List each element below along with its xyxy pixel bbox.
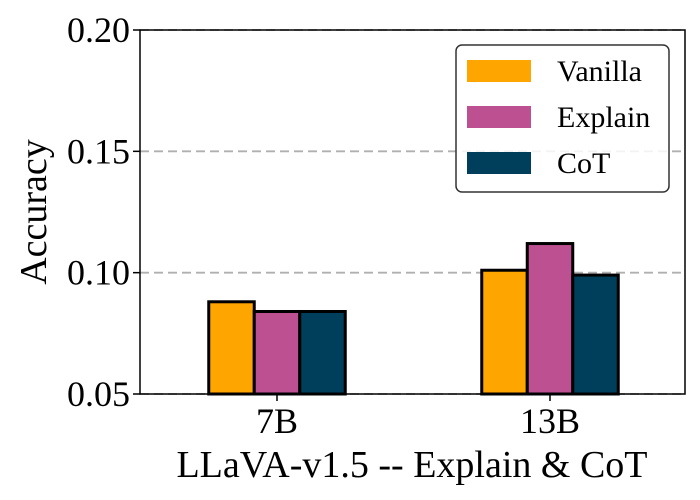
legend-label-vanilla: Vanilla [557,55,642,88]
legend-swatch-explain [467,106,531,128]
x-axis: 7B 13B [256,394,580,441]
y-axis-title: Accuracy [13,139,55,285]
x-tick-label: 7B [256,401,298,441]
bars [207,242,620,396]
legend-swatch-cot [467,152,531,174]
bar-cot-7b [298,309,347,396]
bar-vanilla-7b [207,300,256,396]
x-tick-label: 13B [520,401,580,441]
bar-vanilla-13b [480,268,529,396]
legend-swatch-vanilla [467,60,531,82]
bar-cot-13b [571,273,620,396]
x-axis-title: LLaVA-v1.5 -- Explain & CoT [176,444,647,486]
plot-frame [139,29,686,395]
y-axis: 0.05 0.10 0.15 0.20 [67,10,140,414]
bar-explain-13b [525,242,575,396]
bar-explain-7b [252,309,302,396]
y-tick-label: 0.05 [67,374,130,414]
y-tick-label: 0.15 [67,131,130,171]
y-tick-label: 0.10 [67,253,130,293]
legend-label-cot: CoT [557,147,610,180]
legend-label-explain: Explain [557,101,650,134]
y-tick-label: 0.20 [67,10,130,50]
legend: Vanilla Explain CoT [455,44,670,193]
